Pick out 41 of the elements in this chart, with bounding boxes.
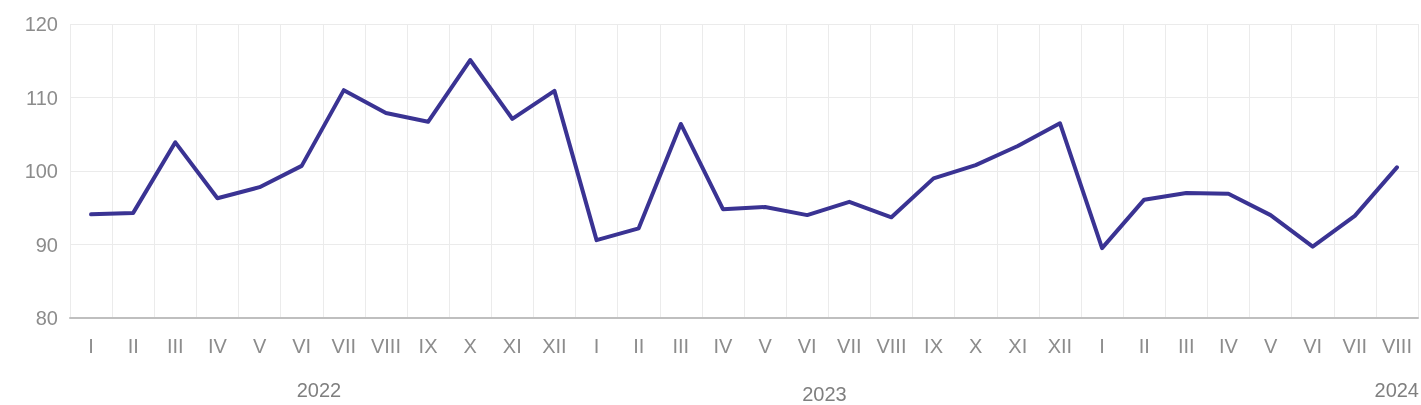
x-tick-label: VI	[1303, 335, 1323, 357]
text: 2024	[1374, 379, 1419, 401]
x-tick-label: VII	[331, 335, 357, 357]
x-tick-label: V	[758, 335, 773, 357]
x-tick-label: II	[1138, 335, 1150, 357]
y-tick-label: 90	[35, 233, 58, 256]
x-tick-label: X	[969, 335, 983, 357]
text: 2023	[802, 383, 847, 405]
x-tick-label: VII	[1342, 335, 1368, 357]
x-tick-label: XII	[1047, 335, 1073, 357]
x-tick-label: IV	[207, 335, 228, 357]
text: 2022	[296, 379, 342, 401]
x-tick-label: VII	[837, 335, 862, 357]
x-tick-label: IX	[418, 335, 438, 357]
line-series	[89, 58, 1399, 251]
x-tick-label: X	[463, 335, 477, 357]
y-tick-label: 100	[24, 160, 58, 182]
x-tick-label: IV	[713, 335, 734, 357]
x-tick-label: VIII	[370, 335, 401, 357]
x-tick-label: VI	[797, 335, 817, 357]
x-tick-label: VIII	[1381, 335, 1412, 357]
x-tick-label: VIII	[876, 335, 907, 357]
x-tick-label: III	[1177, 335, 1195, 357]
x-tick-label: I	[88, 335, 94, 357]
x-tick-label: I	[593, 335, 600, 357]
x-tick-label: V	[1263, 335, 1278, 357]
x-tick-label: III	[672, 335, 690, 357]
x-tick-label: XI	[502, 335, 522, 357]
y-tick-label: 80	[35, 307, 58, 329]
x-tick-label: XII	[542, 335, 567, 357]
x-tick-label: IV	[1218, 335, 1239, 357]
x-tick-label: III	[166, 335, 184, 357]
x-tick-label: XI	[1008, 335, 1028, 357]
x-tick-label: V	[252, 335, 267, 357]
x-tick-label: I	[1099, 335, 1105, 357]
x-tick-label: VI	[292, 335, 312, 357]
x-tick-label: II	[127, 335, 139, 357]
y-tick-label: 110	[26, 86, 58, 109]
x-tick-label: IX	[924, 335, 944, 357]
y-tick-label: 120	[24, 13, 58, 35]
x-tick-label: II	[633, 335, 645, 357]
